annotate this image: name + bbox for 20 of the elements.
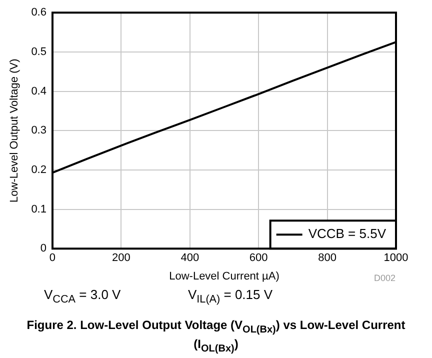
x-tick-label: 600 — [249, 252, 268, 264]
text: V$_{CCA}$ = 3.0 V — [44, 287, 121, 306]
text: V$_{IL(A)}$ = 0.15 V — [188, 287, 273, 306]
y-tick-label: 0 — [40, 242, 46, 255]
x-tick-label: 400 — [180, 252, 200, 264]
x-tick-label: 200 — [112, 252, 130, 264]
text: D002 — [374, 273, 396, 283]
legend-label: VCCB = 5.5V — [308, 226, 386, 242]
y-tick-label: 0.5 — [31, 46, 46, 58]
y-tick-label: 0.1 — [31, 203, 46, 216]
chart-title: Figure 2. Low-Level Output Voltage (V$_{OL(Bx)}$) vs Low-Level Current (I$_{OL(Bx)}$) — [26, 318, 406, 355]
y-axis-title: Low-Level Output Voltage (V) — [8, 58, 21, 202]
x-axis-title: Low-Level Current µA) — [169, 270, 280, 282]
y-tick-label: 0.3 — [31, 124, 46, 137]
x-tick-label: 800 — [318, 252, 336, 264]
x-tick-label: 0 — [49, 252, 56, 264]
x-tick-label: 1000 — [384, 252, 408, 264]
y-tick-label: 0.6 — [31, 6, 46, 19]
y-tick-label: 0.2 — [31, 164, 46, 176]
y-tick-label: 0.4 — [31, 85, 46, 98]
